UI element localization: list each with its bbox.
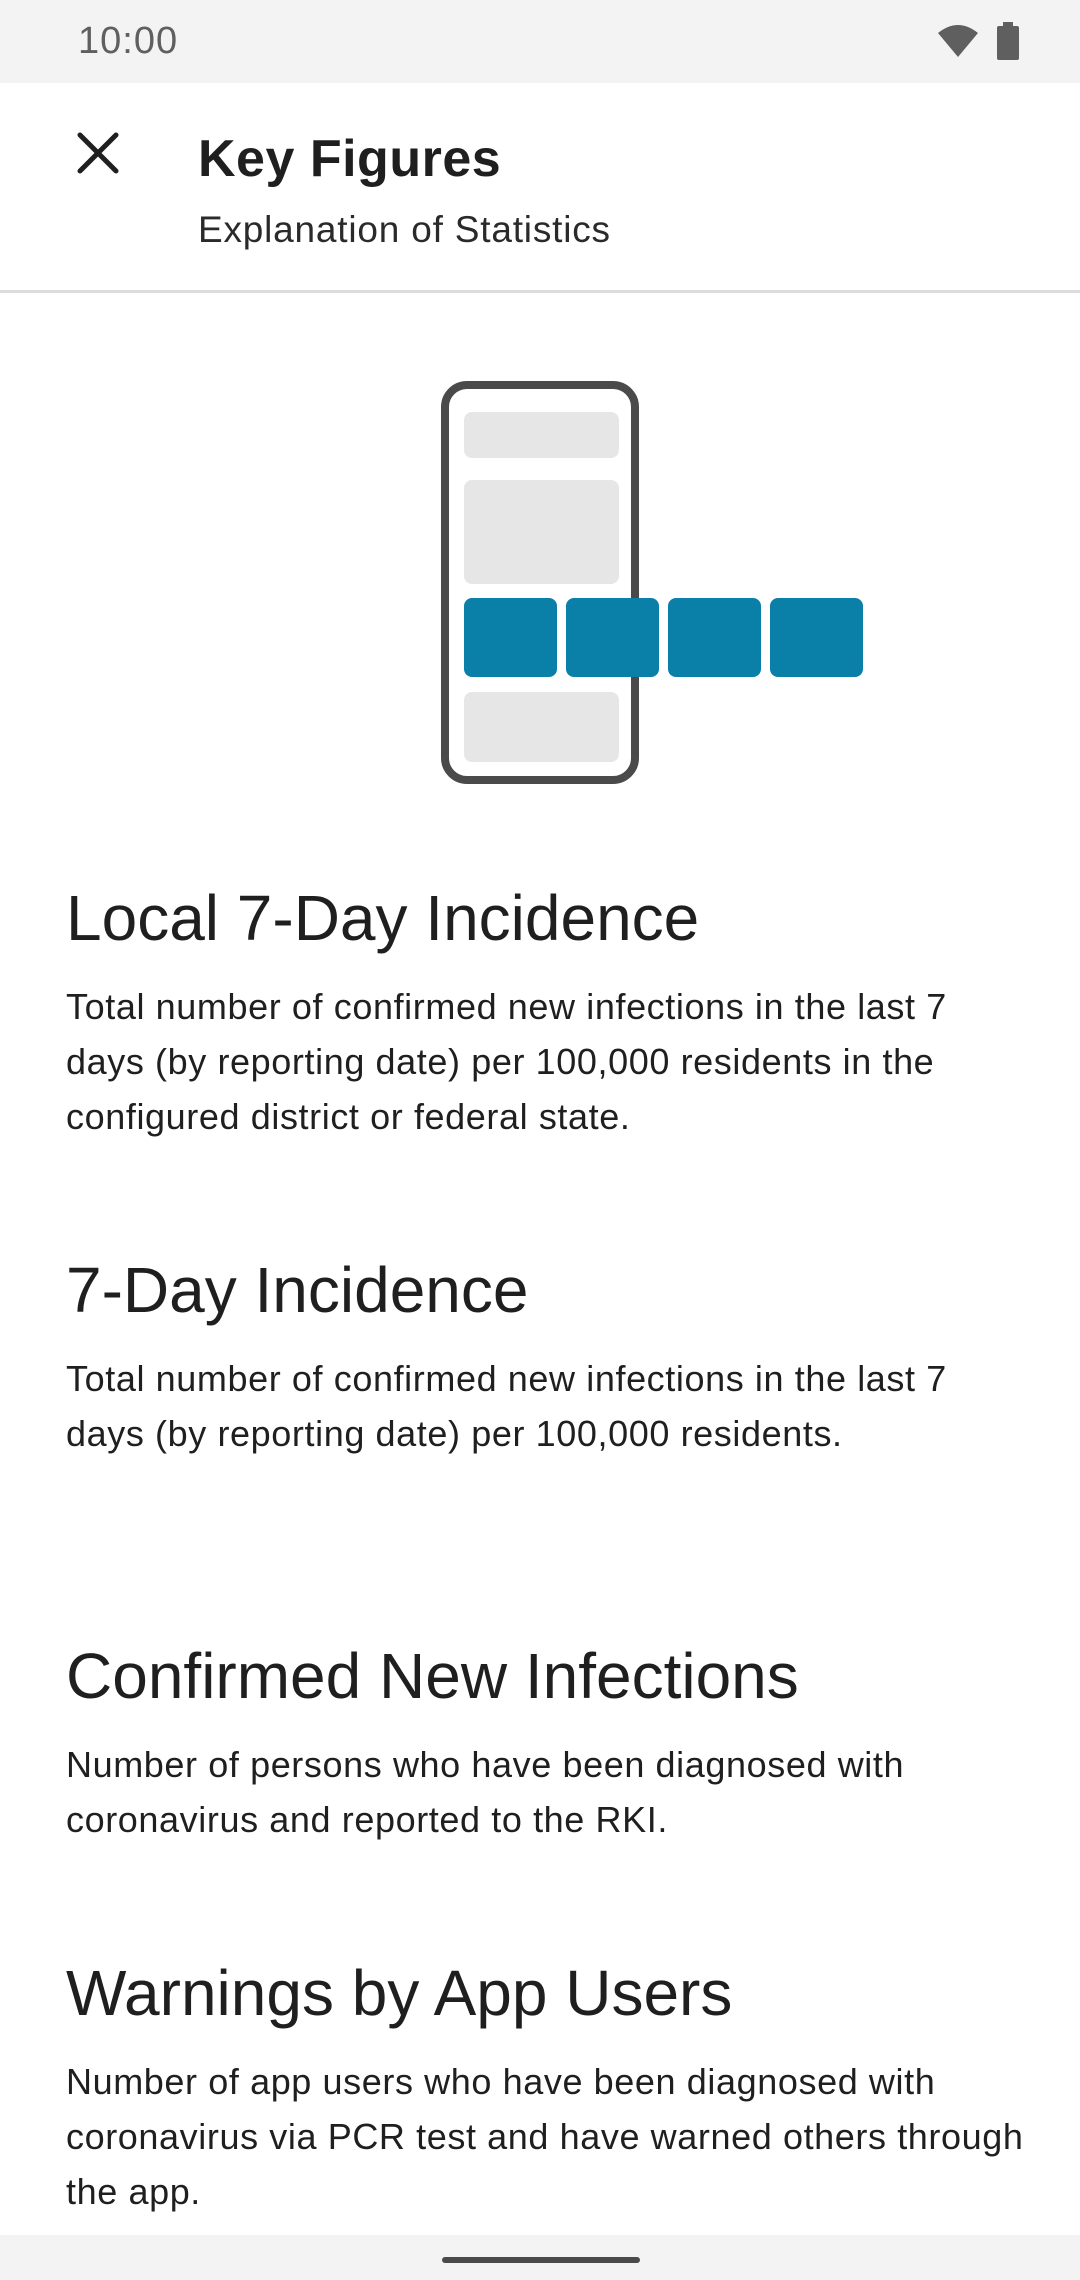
status-icons (936, 22, 1020, 65)
section-heading: 7-Day Incidence (66, 1254, 529, 1326)
close-button[interactable] (56, 113, 140, 197)
section-local-7-day-incidence: Local 7-Day Incidence Total number of co… (66, 880, 1026, 1144)
section-7-day-incidence: 7-Day Incidence Total number of confirme… (66, 1252, 1026, 1461)
navigation-bar (0, 2235, 1080, 2280)
page-subtitle: Explanation of Statistics (198, 209, 611, 250)
battery-icon (996, 22, 1020, 65)
wifi-icon (936, 23, 980, 64)
section-text: Number of persons who have been diagnose… (66, 1743, 905, 1840)
section-text: Total number of confirmed new infections… (66, 1357, 947, 1454)
section-text: Total number of confirmed new infections… (66, 985, 947, 1137)
status-bar: 10:00 (0, 0, 1080, 83)
section-heading: Warnings by App Users (66, 1957, 733, 2029)
home-gesture-handle[interactable] (442, 2257, 640, 2263)
close-icon (76, 131, 120, 180)
status-time: 10:00 (78, 20, 179, 62)
section-text: Number of app users who have been diagno… (66, 2060, 1024, 2212)
section-heading: Local 7-Day Incidence (66, 882, 700, 954)
section-heading: Confirmed New Infections (66, 1640, 799, 1712)
app-bar: Key Figures Explanation of Statistics (0, 83, 1080, 293)
page-title: Key Figures (198, 130, 502, 188)
section-confirmed-new-infections: Confirmed New Infections Number of perso… (66, 1638, 1026, 1847)
phone-statistics-illustration (440, 380, 870, 790)
section-warnings-by-app-users: Warnings by App Users Number of app user… (66, 1955, 1026, 2219)
